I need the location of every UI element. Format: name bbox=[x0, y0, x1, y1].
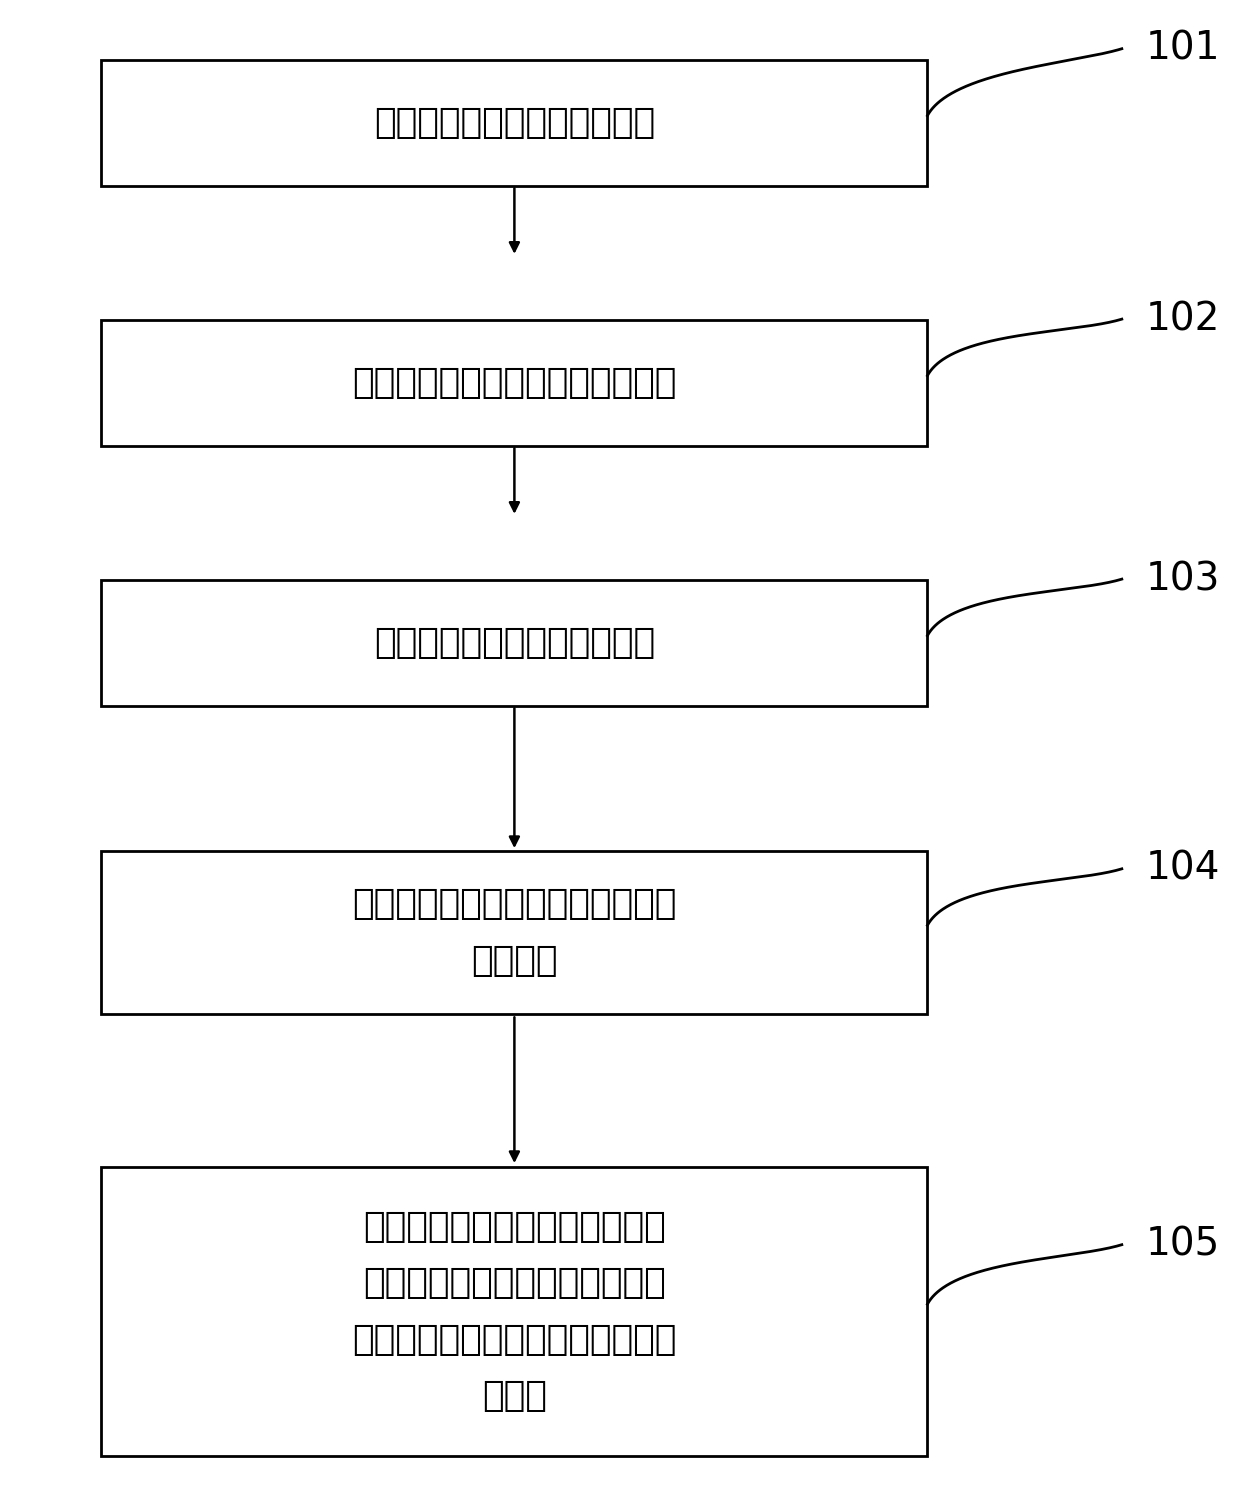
Text: 102: 102 bbox=[1146, 300, 1220, 338]
Text: 获取待测量锚节点的识别信息: 获取待测量锚节点的识别信息 bbox=[373, 626, 655, 660]
Text: 距离信息: 距离信息 bbox=[471, 944, 558, 979]
Bar bbox=[102, 60, 928, 187]
Text: 建立与服务器的通信连接关系: 建立与服务器的通信连接关系 bbox=[373, 106, 655, 140]
Text: 获得用户输入的基准点的位置信息: 获得用户输入的基准点的位置信息 bbox=[352, 366, 677, 400]
Bar bbox=[102, 852, 928, 1014]
Text: 105: 105 bbox=[1146, 1225, 1220, 1264]
Text: 点与基准点之间的距离信息上传至: 点与基准点之间的距离信息上传至 bbox=[352, 1322, 677, 1357]
Text: 103: 103 bbox=[1146, 560, 1220, 598]
Text: 101: 101 bbox=[1146, 30, 1220, 67]
Bar bbox=[102, 580, 928, 707]
Bar bbox=[102, 320, 928, 447]
Bar bbox=[102, 1167, 928, 1457]
Text: 准点的位置信息以及待测量锚节: 准点的位置信息以及待测量锚节 bbox=[363, 1267, 666, 1300]
Text: 104: 104 bbox=[1146, 850, 1220, 887]
Text: 服务器: 服务器 bbox=[482, 1379, 547, 1413]
Text: 测量待测量锚节点与基准点之间的: 测量待测量锚节点与基准点之间的 bbox=[352, 887, 677, 922]
Text: 将待测量锚节点的识别信息、基: 将待测量锚节点的识别信息、基 bbox=[363, 1210, 666, 1245]
